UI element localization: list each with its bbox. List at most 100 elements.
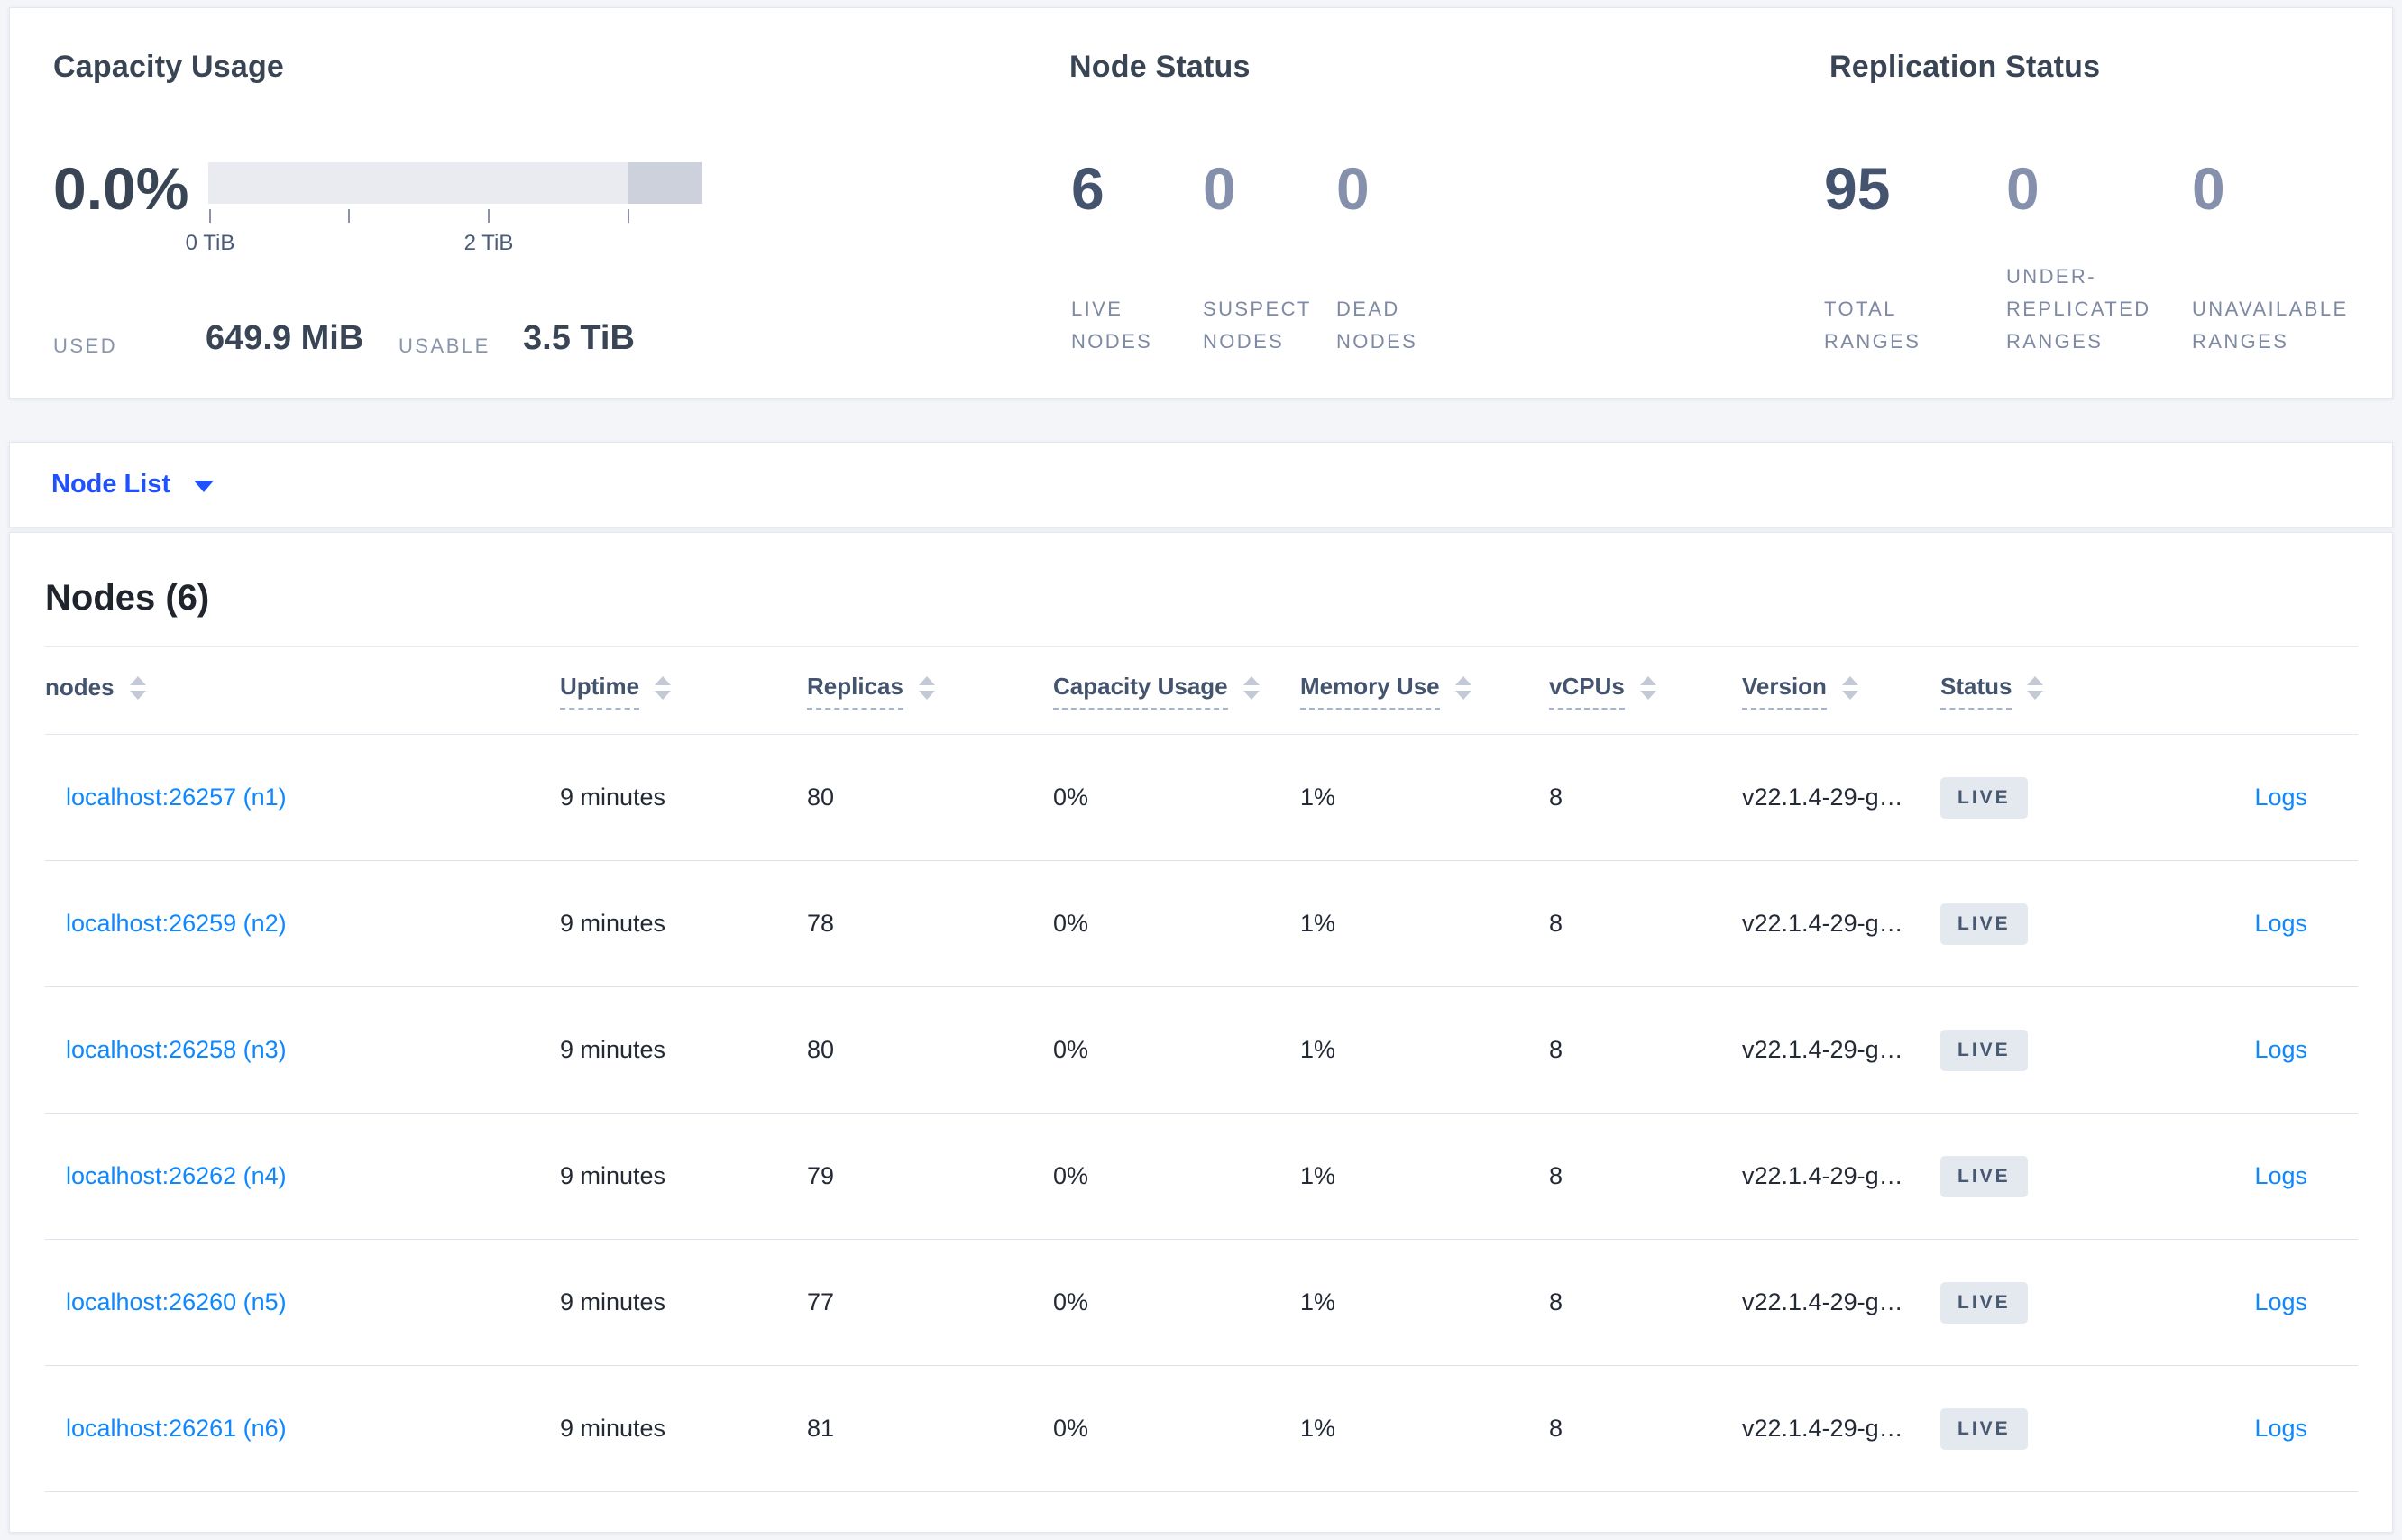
axis-tick — [628, 209, 629, 223]
logs-link[interactable]: Logs — [2254, 1288, 2307, 1315]
sort-asc-arrow — [655, 676, 672, 685]
column-header-label[interactable]: Capacity Usage — [1053, 673, 1228, 710]
sort-icon[interactable] — [918, 676, 935, 700]
uptime-cell: 9 minutes — [560, 784, 666, 811]
replicas-cell: 80 — [807, 784, 835, 811]
uptime-cell: 9 minutes — [560, 1288, 666, 1315]
sort-icon[interactable] — [1454, 676, 1471, 700]
logs-link[interactable]: Logs — [2254, 910, 2307, 937]
column-header-version: Version — [1742, 673, 1940, 710]
live-nodes-count: 6 — [1071, 155, 1105, 222]
column-header-label[interactable]: Memory Use — [1300, 673, 1440, 710]
column-header-label[interactable]: nodes — [45, 673, 115, 701]
table-row: localhost:26262 (n4) 9 minutes 79 0% 1% 8 v22.… — [45, 1114, 2358, 1240]
node-link[interactable]: localhost:26262 (n4) — [66, 1162, 287, 1189]
table-body: localhost:26257 (n1) 9 minutes 80 0% 1% 8 v22.… — [10, 735, 2392, 1492]
node-cell: localhost:26260 (n5) — [45, 1288, 560, 1316]
status-badge: LIVE — [1940, 1029, 2028, 1071]
table-row: localhost:26259 (n2) 9 minutes 78 0% 1% 8 v22.… — [45, 861, 2358, 987]
sort-icon[interactable] — [1242, 676, 1260, 700]
capacity-usage-cell: 0% — [1053, 1036, 1089, 1063]
sort-desc-arrow — [1841, 691, 1858, 700]
logs-link[interactable]: Logs — [2254, 1036, 2307, 1063]
sort-desc-arrow — [1242, 691, 1260, 700]
under-replicated-ranges-count: 0 — [2006, 155, 2040, 222]
sort-asc-arrow — [918, 676, 935, 685]
replicas-cell: 79 — [807, 1162, 835, 1189]
version-cell: v22.1.4-29-g… — [1742, 1162, 1903, 1189]
logs-link[interactable]: Logs — [2254, 1415, 2307, 1442]
usable-value: 3.5 TiB — [523, 319, 635, 357]
vcpus-cell: 8 — [1549, 910, 1563, 937]
vcpus-cell: 8 — [1549, 784, 1563, 811]
logs-cell: Logs — [2254, 1036, 2358, 1064]
sort-icon[interactable] — [1841, 676, 1858, 700]
column-header-capacity_usage: Capacity Usage — [1053, 673, 1300, 710]
column-header-label[interactable]: Replicas — [807, 673, 903, 710]
node-cell: localhost:26258 (n3) — [45, 1036, 560, 1064]
column-header-replicas: Replicas — [807, 673, 1053, 710]
column-header-status: Status — [1940, 673, 2147, 710]
sort-asc-arrow — [2027, 676, 2044, 685]
sort-asc-arrow — [1454, 676, 1471, 685]
sort-asc-arrow — [1841, 676, 1858, 685]
version-cell: v22.1.4-29-g… — [1742, 1036, 1903, 1063]
table-header-row: nodes Uptime Replicas Capacity Usage Memory … — [45, 646, 2358, 735]
node-status-section: Node Status 6 0 0 LIVE NODES SUSPECT NOD… — [1060, 8, 1782, 398]
status-badge: LIVE — [1940, 1407, 2028, 1450]
axis-tick-label-2tib: 2 TiB — [463, 231, 514, 255]
column-header-node: nodes — [45, 674, 560, 709]
vcpus-cell: 8 — [1549, 1036, 1563, 1063]
logs-cell: Logs — [2254, 1415, 2358, 1443]
sort-icon[interactable] — [655, 676, 672, 700]
capacity-bar-end-segment — [628, 162, 702, 204]
column-header-uptime: Uptime — [560, 673, 807, 710]
uptime-cell: 9 minutes — [560, 1036, 666, 1063]
sort-desc-arrow — [1639, 691, 1656, 700]
sort-icon[interactable] — [2027, 676, 2044, 700]
used-label: USED — [53, 335, 118, 357]
status-badge: LIVE — [1940, 1155, 2028, 1197]
table-row: localhost:26260 (n5) 9 minutes 77 0% 1% 8 v22.… — [45, 1240, 2358, 1366]
capacity-usage-cell: 0% — [1053, 784, 1089, 811]
logs-cell: Logs — [2254, 910, 2358, 938]
node-link[interactable]: localhost:26258 (n3) — [66, 1036, 287, 1063]
replicas-cell: 77 — [807, 1288, 835, 1315]
table-row: localhost:26258 (n3) 9 minutes 80 0% 1% 8 v22.… — [45, 987, 2358, 1114]
axis-tick — [348, 209, 350, 223]
memory-use-cell: 1% — [1300, 910, 1336, 937]
sort-desc-arrow — [1454, 691, 1471, 700]
dead-nodes-label: DEAD NODES — [1336, 298, 1418, 353]
nodes-table-card: Nodes (6) nodes Uptime Replicas Capacity Us… — [9, 532, 2393, 1533]
sort-desc-arrow — [655, 691, 672, 700]
memory-use-cell: 1% — [1300, 1288, 1336, 1315]
node-link[interactable]: localhost:26257 (n1) — [66, 784, 287, 811]
capacity-used-percent: 0.0% — [53, 155, 189, 222]
sort-asc-arrow — [1242, 676, 1260, 685]
memory-use-cell: 1% — [1300, 784, 1336, 811]
sort-desc-arrow — [129, 691, 146, 700]
node-link[interactable]: localhost:26259 (n2) — [66, 910, 287, 937]
logs-link[interactable]: Logs — [2254, 784, 2307, 811]
node-link[interactable]: localhost:26261 (n6) — [66, 1415, 287, 1442]
logs-link[interactable]: Logs — [2254, 1162, 2307, 1189]
table-row: localhost:26261 (n6) 9 minutes 81 0% 1% 8 v22.… — [45, 1366, 2358, 1492]
node-link[interactable]: localhost:26260 (n5) — [66, 1288, 287, 1315]
logs-cell: Logs — [2254, 1288, 2358, 1316]
memory-use-cell: 1% — [1300, 1162, 1336, 1189]
column-header-label[interactable]: Version — [1742, 673, 1827, 710]
column-header-label[interactable]: vCPUs — [1549, 673, 1625, 710]
node-list-dropdown[interactable]: Node List — [51, 443, 215, 527]
capacity-bar-chart: 0 TiB 2 TiB — [186, 162, 702, 270]
column-header-label[interactable]: Status — [1940, 673, 2012, 710]
sort-icon[interactable] — [1639, 676, 1656, 700]
capacity-usage-cell: 0% — [1053, 1162, 1089, 1189]
status-cell: LIVE — [1940, 1281, 2147, 1324]
sort-asc-arrow — [129, 676, 146, 685]
logs-cell: Logs — [2254, 784, 2358, 811]
vcpus-cell: 8 — [1549, 1288, 1563, 1315]
status-badge: LIVE — [1940, 1281, 2028, 1324]
sort-icon[interactable] — [129, 676, 146, 700]
capacity-usage-cell: 0% — [1053, 910, 1089, 937]
column-header-label[interactable]: Uptime — [560, 673, 640, 710]
